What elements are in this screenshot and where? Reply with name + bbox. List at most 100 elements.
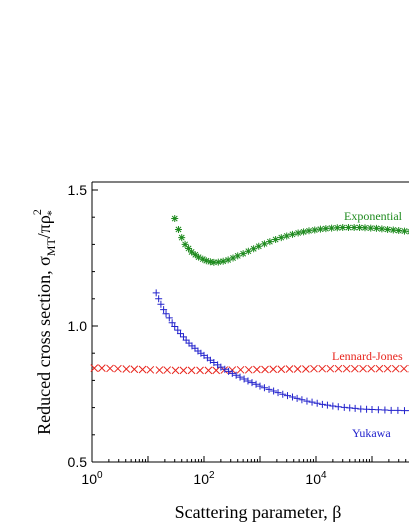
- data-point: [274, 389, 282, 397]
- data-point: [217, 363, 225, 371]
- data-point: [228, 369, 236, 377]
- y-tick-label: 1.5: [68, 182, 88, 198]
- data-point: [248, 379, 256, 387]
- x-tick-label: 104: [305, 470, 327, 487]
- data-point: [221, 365, 229, 373]
- data-point: [162, 310, 170, 318]
- data-point: [351, 404, 359, 412]
- data-point: [122, 365, 131, 373]
- data-point: [253, 365, 261, 374]
- data-point: [381, 406, 389, 414]
- data-point: [98, 364, 106, 373]
- data-point: [316, 225, 324, 233]
- data-point: [171, 366, 180, 375]
- data-point: [288, 230, 296, 238]
- data-point: [361, 224, 369, 232]
- data-point: [202, 257, 210, 265]
- data-point: [224, 256, 232, 264]
- data-point: [182, 336, 190, 344]
- data-point: [266, 238, 274, 246]
- data-point: [367, 364, 376, 373]
- data-point: [384, 225, 392, 233]
- data-point: [188, 248, 196, 256]
- data-point: [219, 257, 227, 265]
- data-point: [114, 364, 122, 373]
- data-point: [152, 289, 160, 297]
- data-point: [400, 364, 408, 373]
- data-point: [204, 366, 213, 375]
- data-point: [305, 227, 313, 235]
- data-point: [106, 364, 114, 373]
- y-axis-title-sup: 2: [30, 209, 44, 215]
- data-point: [185, 244, 193, 252]
- series-yukawa: [152, 289, 409, 415]
- data-point: [90, 364, 99, 373]
- data-point: [389, 226, 397, 234]
- data-point: [174, 326, 182, 334]
- data-point: [212, 366, 221, 375]
- y-tick-label: 1.0: [68, 318, 88, 334]
- data-point: [359, 364, 367, 373]
- x-tick-label: 100: [81, 470, 103, 487]
- data-point: [160, 306, 168, 314]
- data-point: [318, 400, 326, 408]
- data-point: [350, 364, 359, 373]
- data-point: [293, 365, 302, 373]
- data-point: [236, 365, 245, 374]
- data-point: [171, 215, 179, 223]
- tick-marks: [91, 189, 407, 463]
- data-point: [334, 403, 342, 411]
- y-axis-title-sub1: MT: [44, 238, 58, 257]
- data-point: [210, 358, 218, 366]
- data-point: [265, 385, 273, 393]
- data-point: [375, 364, 384, 373]
- data-point: [283, 232, 291, 240]
- data-point: [288, 393, 296, 401]
- series-label-exponential: Exponential: [344, 209, 403, 223]
- data-point: [272, 236, 280, 244]
- data-point: [322, 225, 330, 233]
- data-point: [260, 240, 268, 248]
- data-point: [333, 224, 341, 232]
- data-point: [340, 403, 348, 411]
- data-point: [277, 365, 286, 374]
- data-point: [179, 366, 188, 375]
- data-point: [391, 364, 400, 373]
- data-point: [232, 371, 240, 379]
- data-point: [146, 365, 155, 374]
- data-point: [339, 224, 347, 232]
- data-point: [308, 398, 316, 406]
- data-point: [302, 365, 310, 373]
- series-labels: Exponential Lennard-Jones Yukawa: [332, 209, 403, 440]
- data-point: [255, 242, 263, 250]
- data-point: [240, 375, 248, 383]
- data-point: [318, 364, 327, 373]
- data-point: [285, 365, 294, 373]
- x-axis-title: Scattering parameter, β: [175, 502, 342, 522]
- data-point: [328, 224, 336, 232]
- data-point: [383, 364, 392, 373]
- data-point: [368, 406, 376, 414]
- data-point: [284, 392, 292, 400]
- data-point: [356, 224, 364, 232]
- data-point: [199, 255, 207, 263]
- series-label-lennard-jones: Lennard-Jones: [332, 349, 403, 363]
- data-point: [155, 366, 164, 374]
- y-tick-label: 0.5: [68, 454, 88, 470]
- data-point: [394, 406, 402, 414]
- data-point: [187, 366, 196, 375]
- data-point: [334, 364, 343, 373]
- data-point: [300, 228, 308, 236]
- data-point: [234, 252, 242, 260]
- data-point: [293, 394, 301, 402]
- plot-axes: [91, 181, 409, 463]
- y-axis-title-main: Reduced cross section, σ: [34, 256, 54, 435]
- data-point: [138, 365, 147, 374]
- data-point: [270, 387, 278, 395]
- data-point: [323, 401, 331, 409]
- data-point: [168, 319, 176, 327]
- data-point: [329, 402, 337, 410]
- data-point: [157, 300, 165, 308]
- data-point: [277, 234, 285, 242]
- series-marks: [90, 215, 409, 415]
